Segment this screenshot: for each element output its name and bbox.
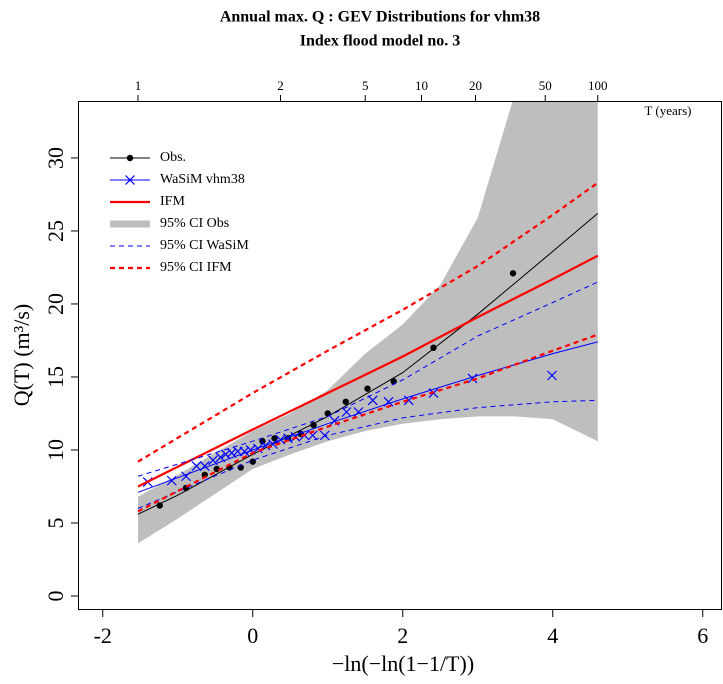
- legend-label: IFM: [160, 194, 185, 209]
- y-axis-label: Q(T) (m³/s): [9, 304, 34, 407]
- top-axis-label: T (years): [644, 103, 691, 118]
- point: [364, 385, 371, 392]
- top-tick-label: 100: [588, 78, 608, 93]
- point: [191, 461, 202, 471]
- y-tick-label: 30: [43, 147, 68, 169]
- y-tick-label: 5: [43, 517, 68, 528]
- y-tick-label: 10: [43, 439, 68, 461]
- top-tick-label: 2: [277, 78, 284, 93]
- point: [208, 455, 218, 466]
- point: [547, 370, 557, 381]
- top-tick-label: 20: [469, 78, 482, 93]
- chart-subtitle: Index flood model no. 3: [300, 33, 460, 50]
- plot-area: [137, 101, 599, 544]
- point: [220, 449, 231, 460]
- point: [310, 421, 317, 429]
- point: [319, 430, 330, 441]
- point: [199, 461, 210, 471]
- y-tick-label: 0: [43, 590, 68, 601]
- plot-frame: [78, 101, 722, 610]
- x-tick-label: -2: [94, 623, 112, 648]
- top-tick-label: 1: [135, 78, 142, 93]
- point: [156, 502, 163, 509]
- point: [181, 471, 191, 482]
- ci-lower: [137, 333, 599, 513]
- legend-label: 95% CI Obs: [160, 216, 229, 231]
- y-tick-label: 15: [43, 366, 68, 388]
- point: [467, 373, 478, 384]
- x-tick-label: 4: [547, 623, 558, 648]
- point: [383, 396, 394, 407]
- x-tick-label: 0: [247, 623, 258, 648]
- point: [271, 435, 278, 442]
- fit-line: [137, 341, 598, 493]
- point: [226, 447, 237, 458]
- y-tick-label: 25: [43, 220, 68, 242]
- y-tick-label: 20: [43, 293, 68, 315]
- point: [259, 438, 266, 445]
- x-tick-label: 6: [697, 623, 708, 648]
- point: [509, 270, 517, 277]
- point: [367, 395, 378, 406]
- ci-band: [138, 101, 598, 544]
- point: [342, 398, 349, 405]
- fit-line: [137, 213, 599, 515]
- legend-label: 95% CI IFM: [160, 260, 232, 275]
- x-axis-label: −ln(−ln(1−1/T)): [332, 651, 474, 676]
- chart-title: Annual max. Q : GEV Distributions for vh…: [220, 9, 540, 26]
- line: [137, 254, 599, 488]
- top-tick-label: 50: [539, 78, 552, 93]
- ci-lower: [137, 399, 598, 509]
- x-tick-label: 2: [397, 623, 408, 648]
- point: [403, 395, 414, 406]
- top-tick-label: 10: [415, 78, 428, 93]
- point: [430, 344, 437, 351]
- point: [239, 446, 250, 457]
- point: [215, 452, 226, 463]
- legend-marker: [125, 175, 135, 185]
- legend-marker: [126, 154, 134, 162]
- ci-upper: [137, 281, 598, 477]
- top-tick-label: 5: [362, 78, 369, 93]
- legend-label: 95% CI WaSiM: [160, 238, 249, 253]
- legend-label: WaSiM vhm38: [160, 172, 245, 187]
- point: [166, 475, 177, 486]
- point: [253, 443, 263, 454]
- legend-label: Obs.: [160, 150, 186, 165]
